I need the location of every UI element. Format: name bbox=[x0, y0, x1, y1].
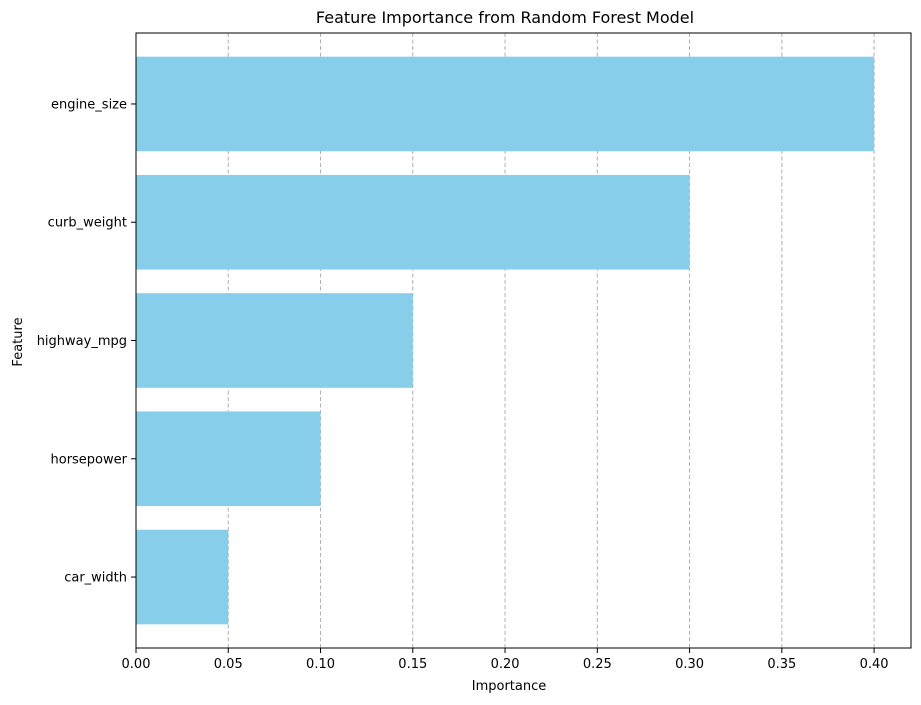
y-axis-ticks: engine_size curb_weight highway_mpghorsepo… bbox=[37, 97, 136, 586]
x-tick-label: 0.05 bbox=[214, 657, 243, 672]
y-tick-label: engine_size bbox=[51, 97, 127, 112]
bar-engine-size bbox=[136, 56, 875, 152]
x-tick-label: 0.35 bbox=[767, 657, 796, 672]
y-tick-label: highway_mpg bbox=[37, 334, 127, 349]
x-tick-label: 0.15 bbox=[398, 657, 427, 672]
y-tick-label: car_width bbox=[64, 571, 127, 586]
bar-horsepower bbox=[136, 411, 321, 507]
x-tick-label: 0.20 bbox=[491, 657, 520, 672]
y-axis-label: Feature bbox=[11, 317, 26, 366]
x-tick-label: 0.00 bbox=[122, 657, 151, 672]
x-axis-label: Importance bbox=[472, 679, 547, 694]
chart-title: Feature Importance from Random Forest Mo… bbox=[316, 8, 694, 27]
y-tick-label: curb_weight bbox=[48, 216, 127, 231]
x-tick-label: 0.40 bbox=[860, 657, 889, 672]
bar-curb-weight bbox=[136, 174, 690, 270]
x-tick-label: 0.30 bbox=[675, 657, 704, 672]
x-tick-label: 0.10 bbox=[306, 657, 335, 672]
y-tick-label: horsepower bbox=[51, 452, 128, 467]
bar-car-width bbox=[136, 529, 229, 625]
x-tick-label: 0.25 bbox=[583, 657, 612, 672]
bar-highway-mpg bbox=[136, 293, 413, 388]
x-axis-ticks: 0.00 0.05 0.10 0.15 0.20 0.25 0.30 0.35 0.40 bbox=[122, 648, 889, 672]
bars bbox=[136, 56, 875, 625]
